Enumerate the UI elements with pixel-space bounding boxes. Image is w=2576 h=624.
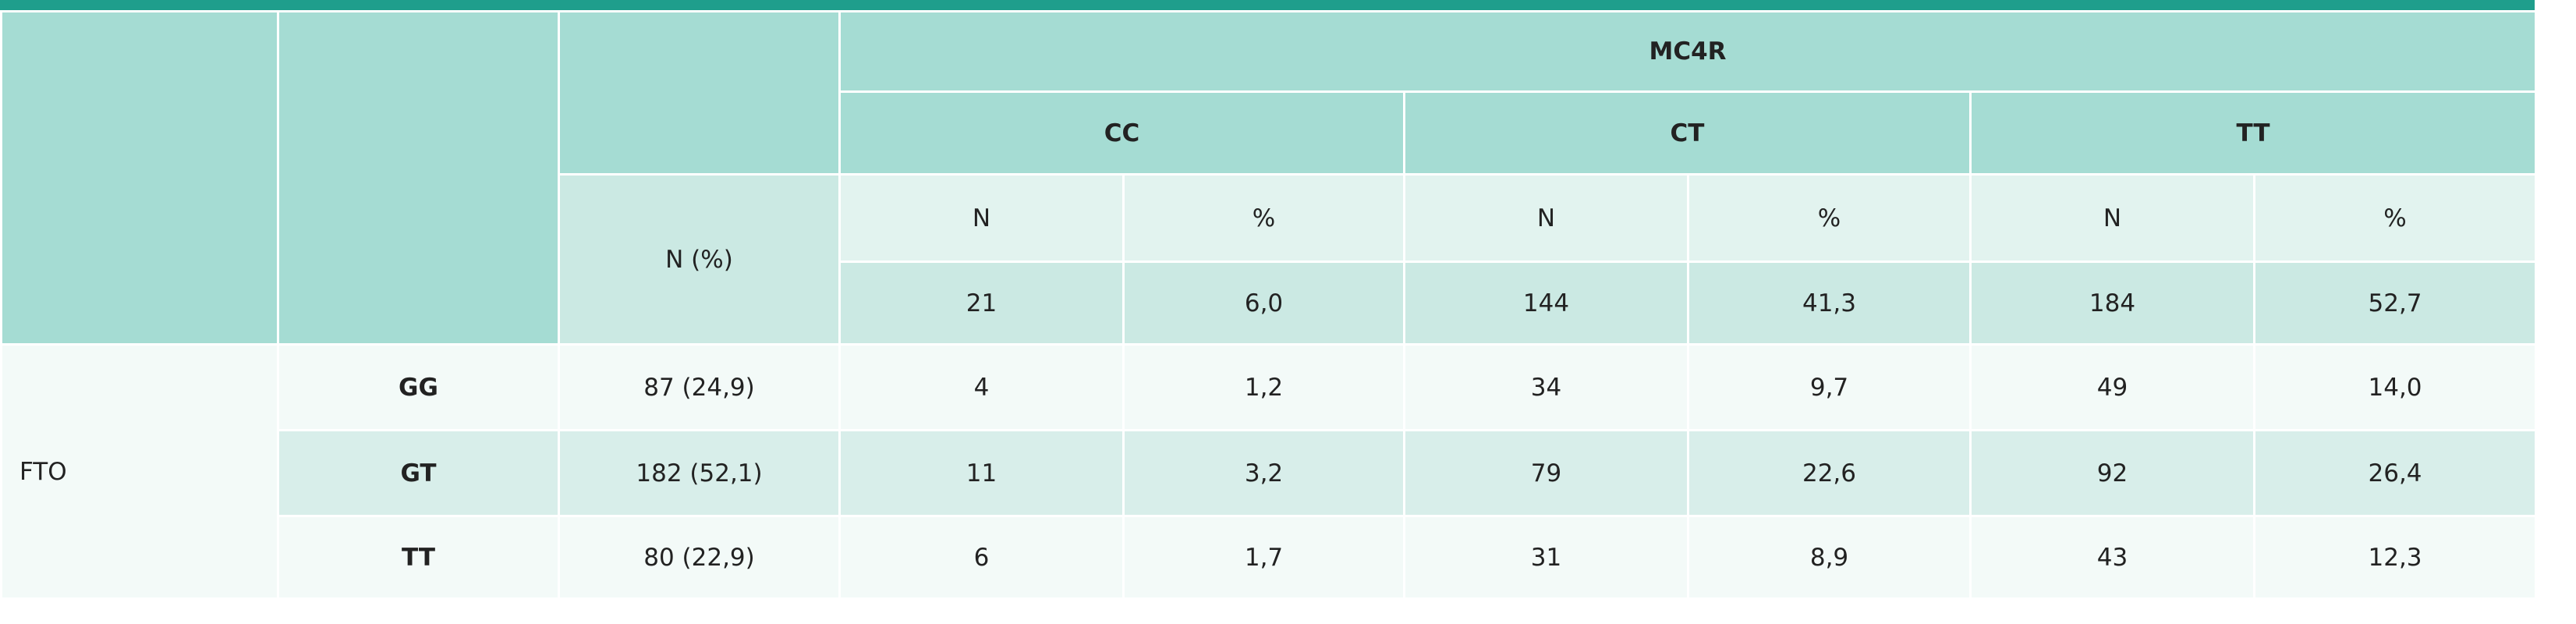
table-row: N (%) N% N% N% bbox=[2, 173, 2538, 346]
row-n-pct: 87 (24,9) bbox=[558, 343, 841, 431]
sub-header: N bbox=[1403, 173, 1689, 263]
total-cell: 6,0 bbox=[1122, 261, 1405, 346]
data-cell: 14,0 bbox=[2252, 343, 2538, 431]
data-cell: 1,7 bbox=[1122, 515, 1405, 600]
data-cell: 11 bbox=[838, 429, 1125, 517]
sub-header: N bbox=[838, 173, 1125, 263]
data-cell: 8,9 bbox=[1687, 515, 1972, 600]
gene-header: MC4R bbox=[838, 10, 2538, 93]
row-genotype: GG bbox=[277, 343, 560, 431]
total-cell: 184 bbox=[1969, 261, 2255, 346]
group-label: FTO bbox=[0, 343, 279, 600]
data-cell: 1,2 bbox=[1122, 343, 1405, 431]
table-row: TT 80 (22,9) 6 1,7 31 8,9 43 12,3 bbox=[2, 515, 2538, 600]
table-row: GT 182 (52,1) 11 3,2 79 22,6 92 26,4 bbox=[2, 429, 2538, 517]
data-cell: 4 bbox=[838, 343, 1125, 431]
table-row: MC4R bbox=[0, 10, 2538, 346]
data-cell: 3,2 bbox=[1122, 429, 1405, 517]
data-cell: 26,4 bbox=[2252, 429, 2538, 517]
genotype-header: TT bbox=[1968, 90, 2538, 176]
sub-header: % bbox=[1687, 173, 1972, 263]
data-cell: 79 bbox=[1403, 429, 1689, 517]
header-empty bbox=[558, 10, 841, 176]
data-cell: 6 bbox=[838, 515, 1125, 600]
total-cell: 41,3 bbox=[1687, 261, 1972, 346]
sub-header: % bbox=[2252, 173, 2538, 263]
table: MC4R CC CT TT N (%) N% N% N% 21 6,0 144 41,3 184 52,7… bbox=[0, 10, 2538, 600]
data-cell: 22,6 bbox=[1687, 429, 1972, 517]
header-empty bbox=[0, 10, 279, 346]
data-cell: 12,3 bbox=[2252, 515, 2538, 600]
top-bar bbox=[0, 0, 2535, 10]
total-cell: 52,7 bbox=[2252, 261, 2538, 346]
header-empty bbox=[277, 10, 560, 346]
sub-header: % bbox=[1122, 173, 1405, 263]
table-row: FTO GG 87 (24,9) 4 1,2 34 9,7 49 14,0 bbox=[0, 343, 2538, 600]
genotype-header: CC bbox=[838, 90, 1405, 176]
data-cell: 31 bbox=[1403, 515, 1689, 600]
data-cell: 43 bbox=[1969, 515, 2255, 600]
data-cell: 9,7 bbox=[1687, 343, 1972, 431]
data-cell: 92 bbox=[1969, 429, 2255, 517]
data-cell: 49 bbox=[1969, 343, 2255, 431]
sub-header: N bbox=[1969, 173, 2255, 263]
row-genotype: TT bbox=[277, 515, 560, 600]
table-row: 21 6,0 144 41,3 184 52,7 bbox=[2, 261, 2538, 346]
row-genotype: GT bbox=[277, 429, 560, 517]
row-n-pct: 80 (22,9) bbox=[558, 515, 841, 600]
row-n-pct: 182 (52,1) bbox=[558, 429, 841, 517]
total-cell: 144 bbox=[1403, 261, 1689, 346]
genotype-header: CT bbox=[1403, 90, 1972, 176]
n-pct-header: N (%) bbox=[558, 173, 841, 346]
table-row: CC CT TT bbox=[2, 90, 2538, 176]
total-cell: 21 bbox=[838, 261, 1125, 346]
data-cell: 34 bbox=[1403, 343, 1689, 431]
table-wrap: MC4R CC CT TT N (%) N% N% N% 21 6,0 144 41,3 184 52,7… bbox=[0, 0, 2538, 600]
